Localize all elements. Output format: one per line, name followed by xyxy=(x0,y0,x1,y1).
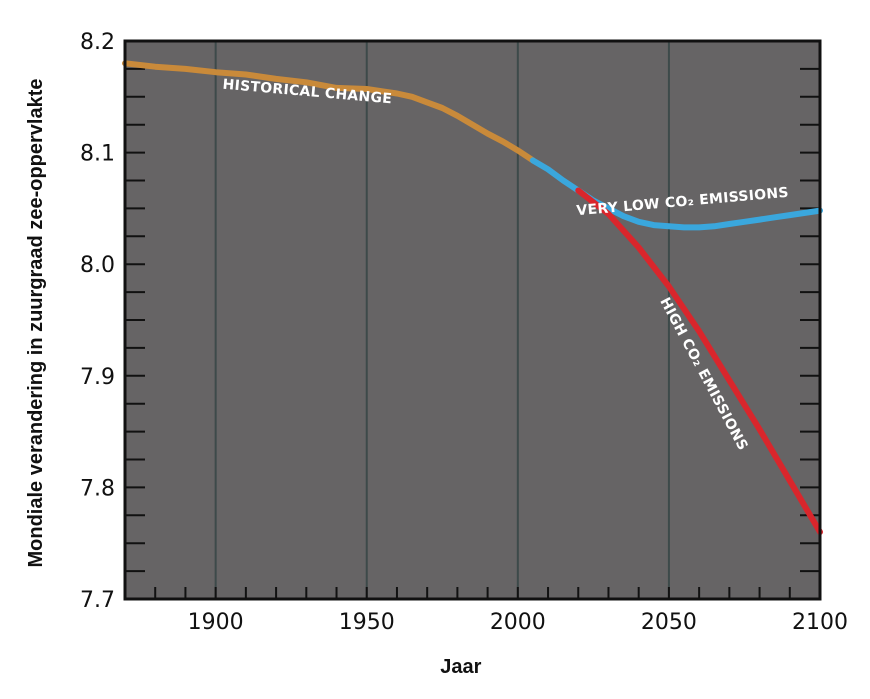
y-axis-title: Mondiale verandering in zuurgraad zee-op… xyxy=(25,78,47,567)
y-tick-label: 8.0 xyxy=(80,253,115,278)
x-tick-label: 2000 xyxy=(490,610,546,635)
y-tick-label: 8.2 xyxy=(80,30,115,55)
series-line-2 xyxy=(575,187,823,535)
plot-frame xyxy=(123,39,822,601)
y-tick-label: 8.1 xyxy=(80,142,115,167)
series-line-0 xyxy=(122,60,536,164)
x-tick-label: 2050 xyxy=(641,610,697,635)
y-tick-label: 7.7 xyxy=(80,588,115,613)
y-tick-label: 7.9 xyxy=(80,365,115,390)
plot-area xyxy=(125,41,820,599)
x-tick-label: 1900 xyxy=(188,610,244,635)
x-tick-label: 1950 xyxy=(339,610,395,635)
y-tick-label: 7.8 xyxy=(80,476,115,501)
x-tick-label: 2100 xyxy=(792,610,848,635)
x-axis-title: Jaar xyxy=(440,656,481,678)
